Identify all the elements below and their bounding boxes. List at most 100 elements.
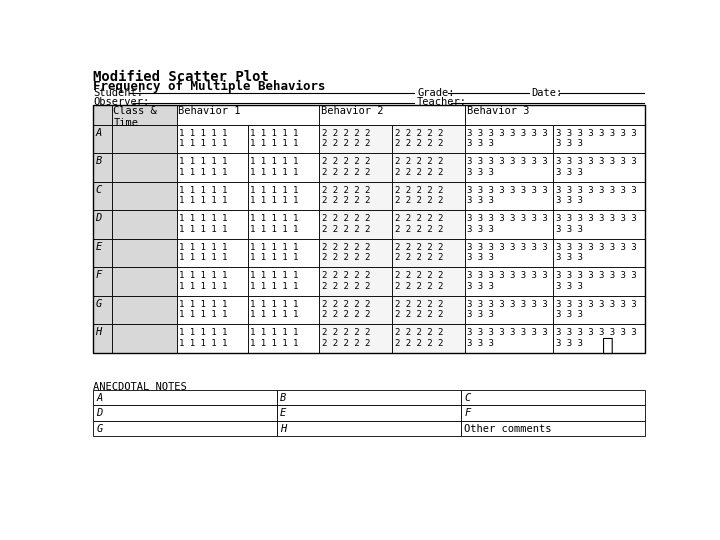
Bar <box>112 105 177 125</box>
Text: 2 2 2 2 2
2 2 2 2 2: 2 2 2 2 2 2 2 2 2 2 <box>395 129 443 148</box>
Bar <box>461 405 645 421</box>
Text: 1 1 1 1 1
1 1 1 1 1: 1 1 1 1 1 1 1 1 1 1 <box>251 186 299 205</box>
Bar <box>177 153 248 182</box>
Text: ANECDOTAL NOTES: ANECDOTAL NOTES <box>93 382 187 392</box>
Text: 1 1 1 1 1
1 1 1 1 1: 1 1 1 1 1 1 1 1 1 1 <box>179 157 228 177</box>
Text: 3 3 3 3 3 3 3 3
3 3 3: 3 3 3 3 3 3 3 3 3 3 3 <box>556 242 636 262</box>
Text: 3 3 3 3 3 3 3 3
3 3 3: 3 3 3 3 3 3 3 3 3 3 3 <box>467 214 548 234</box>
Bar <box>93 105 645 353</box>
Bar <box>248 153 320 182</box>
Bar <box>248 296 320 325</box>
Bar <box>277 405 461 421</box>
Bar <box>554 239 645 267</box>
Bar <box>461 421 645 436</box>
Bar <box>277 390 461 405</box>
Bar <box>93 325 112 353</box>
Text: 3 3 3 3 3 3 3 3
3 3 3: 3 3 3 3 3 3 3 3 3 3 3 <box>556 328 636 348</box>
Bar <box>465 210 554 239</box>
Text: 2 2 2 2 2
2 2 2 2 2: 2 2 2 2 2 2 2 2 2 2 <box>395 157 443 177</box>
Bar <box>112 182 177 211</box>
Text: 3 3 3 3 3 3 3 3
3 3 3: 3 3 3 3 3 3 3 3 3 3 3 <box>467 242 548 262</box>
Bar <box>177 105 320 125</box>
Text: 2 2 2 2 2
2 2 2 2 2: 2 2 2 2 2 2 2 2 2 2 <box>395 186 443 205</box>
Text: 2 2 2 2 2
2 2 2 2 2: 2 2 2 2 2 2 2 2 2 2 <box>322 157 370 177</box>
Text: 1 1 1 1 1
1 1 1 1 1: 1 1 1 1 1 1 1 1 1 1 <box>179 271 228 291</box>
Text: 1 1 1 1 1
1 1 1 1 1: 1 1 1 1 1 1 1 1 1 1 <box>179 300 228 319</box>
Bar <box>177 210 248 239</box>
Text: H: H <box>96 327 102 338</box>
Text: F: F <box>464 408 470 418</box>
Bar <box>177 267 248 296</box>
Bar <box>554 210 645 239</box>
Text: 3 3 3 3 3 3 3 3
3 3 3: 3 3 3 3 3 3 3 3 3 3 3 <box>556 157 636 177</box>
Text: 3 3 3 3 3 3 3 3
3 3 3: 3 3 3 3 3 3 3 3 3 3 3 <box>556 214 636 234</box>
Text: 3 3 3 3 3 3 3 3
3 3 3: 3 3 3 3 3 3 3 3 3 3 3 <box>556 129 636 148</box>
Text: C: C <box>464 393 470 403</box>
Bar <box>320 296 392 325</box>
Bar <box>320 239 392 267</box>
Text: 1 1 1 1 1
1 1 1 1 1: 1 1 1 1 1 1 1 1 1 1 <box>251 242 299 262</box>
Bar <box>93 405 277 421</box>
Text: 3 3 3 3 3 3 3 3
3 3 3: 3 3 3 3 3 3 3 3 3 3 3 <box>467 328 548 348</box>
Bar <box>93 296 112 325</box>
Text: B: B <box>280 393 287 403</box>
Bar <box>465 182 554 211</box>
Text: 2 2 2 2 2
2 2 2 2 2: 2 2 2 2 2 2 2 2 2 2 <box>322 300 370 319</box>
Bar <box>277 421 461 436</box>
Text: H: H <box>280 423 287 434</box>
Text: Other comments: Other comments <box>464 423 552 434</box>
Bar <box>465 239 554 267</box>
Text: E: E <box>280 408 287 418</box>
Bar <box>465 267 554 296</box>
Text: 1 1 1 1 1
1 1 1 1 1: 1 1 1 1 1 1 1 1 1 1 <box>251 300 299 319</box>
Text: 2 2 2 2 2
2 2 2 2 2: 2 2 2 2 2 2 2 2 2 2 <box>395 214 443 234</box>
Text: 2 2 2 2 2
2 2 2 2 2: 2 2 2 2 2 2 2 2 2 2 <box>395 300 443 319</box>
Text: Class &
Time: Class & Time <box>113 106 157 128</box>
Text: 1 1 1 1 1
1 1 1 1 1: 1 1 1 1 1 1 1 1 1 1 <box>179 214 228 234</box>
Text: Modified Scatter Plot: Modified Scatter Plot <box>93 70 269 84</box>
Text: 1 1 1 1 1
1 1 1 1 1: 1 1 1 1 1 1 1 1 1 1 <box>251 328 299 348</box>
Bar <box>465 125 554 153</box>
Bar <box>465 153 554 182</box>
Text: 3 3 3 3 3 3 3 3
3 3 3: 3 3 3 3 3 3 3 3 3 3 3 <box>467 186 548 205</box>
Text: 1 1 1 1 1
1 1 1 1 1: 1 1 1 1 1 1 1 1 1 1 <box>179 186 228 205</box>
Text: 1 1 1 1 1
1 1 1 1 1: 1 1 1 1 1 1 1 1 1 1 <box>251 214 299 234</box>
Bar <box>392 296 465 325</box>
Bar <box>465 296 554 325</box>
Text: 2 2 2 2 2
2 2 2 2 2: 2 2 2 2 2 2 2 2 2 2 <box>322 214 370 234</box>
Bar <box>392 125 465 153</box>
Bar <box>93 239 112 267</box>
Text: C: C <box>96 185 102 195</box>
Text: 1 1 1 1 1
1 1 1 1 1: 1 1 1 1 1 1 1 1 1 1 <box>251 129 299 148</box>
Text: 2 2 2 2 2
2 2 2 2 2: 2 2 2 2 2 2 2 2 2 2 <box>395 328 443 348</box>
Bar <box>392 267 465 296</box>
Bar <box>392 210 465 239</box>
Text: A: A <box>96 393 102 403</box>
Text: Behavior 2: Behavior 2 <box>321 106 384 117</box>
Bar <box>177 296 248 325</box>
Text: D: D <box>96 213 102 224</box>
Text: 2 2 2 2 2
2 2 2 2 2: 2 2 2 2 2 2 2 2 2 2 <box>322 186 370 205</box>
Text: 1 1 1 1 1
1 1 1 1 1: 1 1 1 1 1 1 1 1 1 1 <box>251 271 299 291</box>
Text: G: G <box>96 423 102 434</box>
Bar <box>93 105 112 125</box>
Bar <box>93 182 112 211</box>
Bar <box>554 125 645 153</box>
Bar <box>320 325 392 353</box>
Bar <box>554 153 645 182</box>
Text: 3 3 3 3 3 3 3 3
3 3 3: 3 3 3 3 3 3 3 3 3 3 3 <box>556 271 636 291</box>
Bar <box>93 421 277 436</box>
Bar <box>248 239 320 267</box>
Text: 3 3 3 3 3 3 3 3
3 3 3: 3 3 3 3 3 3 3 3 3 3 3 <box>467 271 548 291</box>
Bar <box>93 125 112 153</box>
Text: B: B <box>96 157 102 166</box>
Text: F: F <box>96 271 102 280</box>
Text: 1 1 1 1 1
1 1 1 1 1: 1 1 1 1 1 1 1 1 1 1 <box>179 328 228 348</box>
Bar <box>177 239 248 267</box>
Text: 3 3 3 3 3 3 3 3
3 3 3: 3 3 3 3 3 3 3 3 3 3 3 <box>556 186 636 205</box>
Text: A: A <box>96 128 102 138</box>
Text: E: E <box>96 242 102 252</box>
Bar <box>554 325 645 353</box>
Text: Frequency of Multiple Behaviors: Frequency of Multiple Behaviors <box>93 79 325 92</box>
Bar <box>93 153 112 182</box>
